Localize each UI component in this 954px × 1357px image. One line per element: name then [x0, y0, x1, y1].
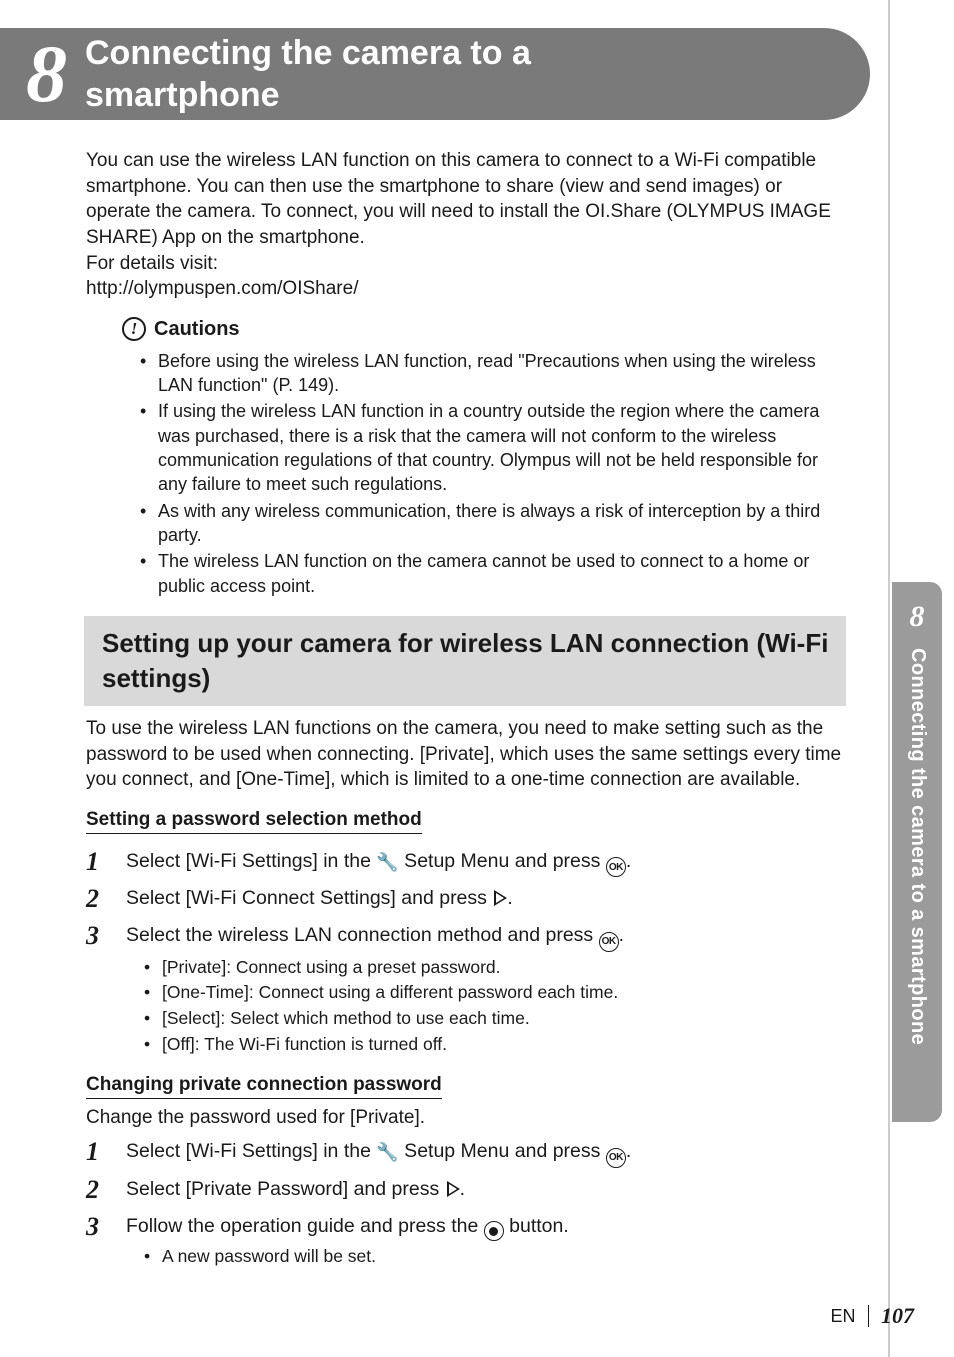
caution-item: Before using the wireless LAN function, … [140, 349, 846, 398]
step-body: Select [Wi-Fi Connect Settings] and pres… [126, 885, 846, 911]
step-text: Follow the operation guide and press the [126, 1215, 484, 1237]
step-row: 2 Select [Private Password] and press . [86, 1176, 846, 1205]
step-sub: [Private]: Connect using a preset passwo… [126, 956, 846, 1057]
step-text: Select [Wi-Fi Settings] in the [126, 1140, 376, 1162]
step-text: Setup Menu and press [399, 1140, 606, 1162]
step-body: Select [Wi-Fi Settings] in the 🔧 Setup M… [126, 1138, 846, 1168]
caution-item: As with any wireless communication, ther… [140, 499, 846, 548]
step-text: Select the wireless LAN connection metho… [126, 924, 599, 946]
step-body: Select [Wi-Fi Settings] in the 🔧 Setup M… [126, 848, 846, 878]
step-row: 3 Select the wireless LAN connection met… [86, 922, 846, 1058]
record-button-icon [484, 1221, 504, 1241]
ok-icon: OK [606, 1148, 626, 1168]
step-text: button. [504, 1215, 569, 1237]
step-sub-list: [Private]: Connect using a preset passwo… [126, 956, 846, 1057]
subhead-2-wrap: Changing private connection password [86, 1058, 846, 1105]
chapter-title-line1: Connecting the camera to a [85, 34, 531, 72]
caution-item: The wireless LAN function on the camera … [140, 549, 846, 598]
chapter-title-line2: smartphone [85, 76, 280, 114]
step-body: Follow the operation guide and press the… [126, 1213, 846, 1271]
footer-divider [868, 1305, 870, 1327]
chapter-number: 8 [0, 33, 85, 115]
ok-icon: OK [606, 857, 626, 877]
step-sub-item: A new password will be set. [144, 1245, 846, 1269]
step-text: . [460, 1178, 465, 1200]
step-text: Select [Wi-Fi Connect Settings] and pres… [126, 887, 492, 909]
chapter-banner: 8 Connecting the camera to a smartphone [0, 28, 870, 120]
side-tab: 8 Connecting the camera to a smartphone [892, 582, 942, 1122]
step-text: . [619, 924, 624, 946]
intro-block: You can use the wireless LAN function on… [86, 148, 846, 302]
step-number: 2 [86, 885, 110, 914]
subhead-2: Changing private connection password [86, 1072, 442, 1099]
caution-item: If using the wireless LAN function in a … [140, 399, 846, 496]
cautions-heading: Cautions [154, 316, 240, 343]
section-heading: Setting up your camera for wireless LAN … [84, 616, 846, 706]
step-row: 1 Select [Wi-Fi Settings] in the 🔧 Setup… [86, 1138, 846, 1168]
page-footer: EN 107 [830, 1303, 914, 1329]
footer-page-number: 107 [881, 1303, 914, 1329]
step-text: Select [Wi-Fi Settings] in the [126, 850, 376, 872]
intro-paragraph-2: For details visit: [86, 251, 846, 277]
content-area: You can use the wireless LAN function on… [86, 148, 846, 1271]
steps-list-1: 1 Select [Wi-Fi Settings] in the 🔧 Setup… [86, 848, 846, 1059]
step-body: Select [Private Password] and press . [126, 1176, 846, 1202]
step-row: 1 Select [Wi-Fi Settings] in the 🔧 Setup… [86, 848, 846, 878]
step-sub-item: [One-Time]: Connect using a different pa… [144, 981, 846, 1005]
step-text: . [626, 1140, 631, 1162]
subhead-2-lead: Change the password used for [Private]. [86, 1105, 846, 1131]
step-sub: A new password will be set. [126, 1245, 846, 1269]
right-arrow-icon [494, 890, 507, 906]
step-text: Setup Menu and press [399, 850, 606, 872]
footer-lang: EN [830, 1306, 855, 1327]
cautions-block: ! Cautions Before using the wireless LAN… [122, 316, 846, 598]
ok-icon: OK [599, 932, 619, 952]
chapter-title: Connecting the camera to a smartphone [85, 32, 531, 117]
step-row: 2 Select [Wi-Fi Connect Settings] and pr… [86, 885, 846, 914]
cautions-list: Before using the wireless LAN function, … [122, 349, 846, 598]
section-body: To use the wireless LAN functions on the… [86, 716, 846, 793]
wrench-icon: 🔧 [376, 850, 398, 874]
step-number: 3 [86, 922, 110, 951]
subhead-1-wrap: Setting a password selection method [86, 793, 846, 840]
step-number: 2 [86, 1176, 110, 1205]
step-sub-item: [Select]: Select which method to use eac… [144, 1007, 846, 1031]
right-arrow-icon [447, 1181, 460, 1197]
step-sub-list: A new password will be set. [126, 1245, 846, 1269]
intro-paragraph-1: You can use the wireless LAN function on… [86, 148, 846, 251]
step-number: 1 [86, 1138, 110, 1167]
step-text: . [507, 887, 512, 909]
step-row: 3 Follow the operation guide and press t… [86, 1213, 846, 1271]
caution-icon: ! [122, 317, 146, 341]
side-tab-label: Connecting the camera to a smartphone [892, 634, 929, 1045]
step-text: . [626, 850, 631, 872]
step-number: 1 [86, 848, 110, 877]
cautions-heading-row: ! Cautions [122, 316, 846, 343]
step-number: 3 [86, 1213, 110, 1242]
side-tab-number: 8 [892, 582, 942, 634]
step-body: Select the wireless LAN connection metho… [126, 922, 846, 1058]
wrench-icon: 🔧 [376, 1140, 398, 1164]
intro-url: http://olympuspen.com/OIShare/ [86, 276, 846, 302]
step-sub-item: [Off]: The Wi-Fi function is turned off. [144, 1033, 846, 1057]
step-sub-item: [Private]: Connect using a preset passwo… [144, 956, 846, 980]
step-text: Select [Private Password] and press [126, 1178, 445, 1200]
steps-list-2: 1 Select [Wi-Fi Settings] in the 🔧 Setup… [86, 1138, 846, 1270]
subhead-1: Setting a password selection method [86, 807, 422, 834]
page: 8 Connecting the camera to a smartphone … [0, 0, 954, 1357]
